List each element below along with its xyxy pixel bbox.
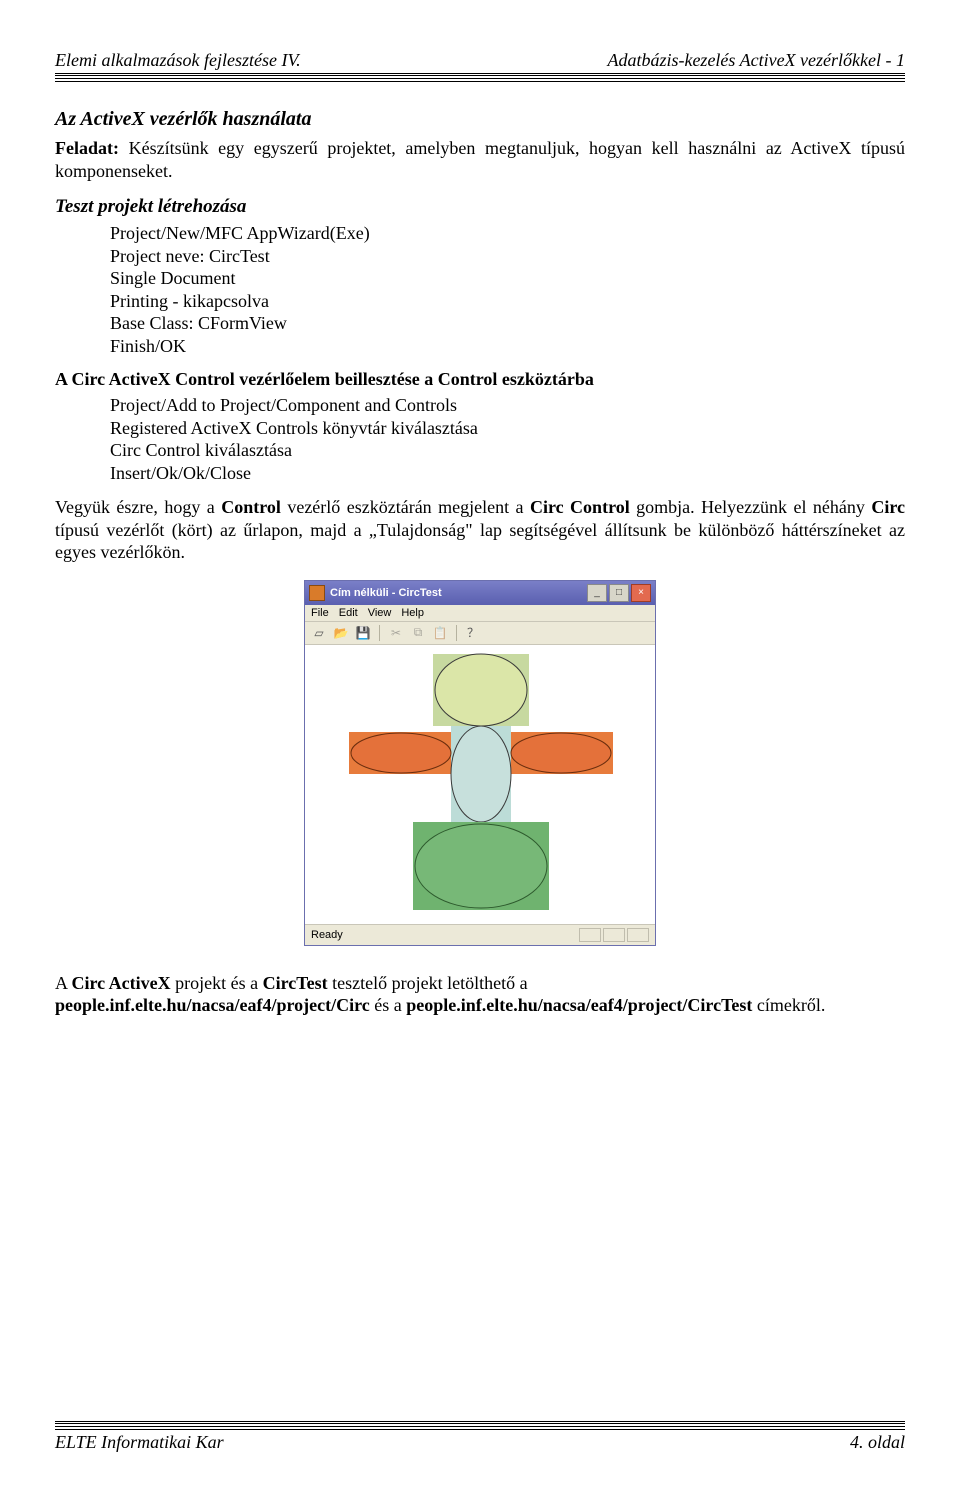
app-icon	[309, 585, 325, 601]
toolbar-separator	[456, 625, 457, 641]
list-item: Project/Add to Project/Component and Con…	[110, 394, 905, 417]
list-item: Finish/OK	[110, 335, 905, 358]
footer-rule	[55, 1421, 905, 1427]
shape-ellipse-left	[351, 733, 451, 773]
save-icon[interactable]: 💾	[355, 625, 371, 641]
p2-f: Circ	[871, 497, 905, 517]
footer: ELTE Informatikai Kar 4. oldal	[55, 1421, 905, 1453]
intro-label: Feladat:	[55, 138, 119, 158]
menubar: File Edit View Help	[305, 605, 655, 622]
shape-ellipse-bottom	[415, 824, 547, 908]
cl-i: címekről.	[752, 995, 825, 1015]
header-rule	[55, 73, 905, 79]
cl-h: people.inf.elte.hu/nacsa/eaf4/project/Ci…	[406, 995, 752, 1015]
toolbar-separator	[379, 625, 380, 641]
toolbar: ▱ 📂 💾 ✂ ⧉ 📋 ？	[305, 622, 655, 645]
cl-f: people.inf.elte.hu/nacsa/eaf4/project/Ci…	[55, 995, 370, 1015]
status-cell	[627, 928, 649, 942]
shape-ellipse-right	[511, 733, 611, 773]
cl-d: CircTest	[263, 973, 328, 993]
p2-b: Control	[221, 497, 281, 517]
p2-c: vezérlő eszköztárán megjelent a	[281, 497, 530, 517]
menu-help[interactable]: Help	[401, 607, 424, 619]
shape-ellipse-top	[435, 654, 527, 726]
status-text: Ready	[311, 929, 343, 941]
menu-view[interactable]: View	[368, 607, 392, 619]
subsection-1-list: Project/New/MFC AppWizard(Exe) Project n…	[110, 222, 905, 357]
cl-a: A	[55, 973, 72, 993]
footer-right: 4. oldal	[850, 1432, 905, 1453]
menu-edit[interactable]: Edit	[339, 607, 358, 619]
p2-g: típusú vezérlőt (kört) az űrlapon, majd …	[55, 520, 905, 563]
titlebar[interactable]: Cím nélküli - CircTest _ □ ×	[305, 581, 655, 605]
cl-b: Circ ActiveX	[72, 973, 171, 993]
subsection-2-list: Project/Add to Project/Component and Con…	[110, 394, 905, 484]
list-item: Printing - kikapcsolva	[110, 290, 905, 313]
list-item: Circ Control kiválasztása	[110, 439, 905, 462]
new-icon[interactable]: ▱	[311, 625, 327, 641]
cl-e: tesztelő projekt letölthető a	[328, 973, 528, 993]
p2-a: Vegyük észre, hogy a	[55, 497, 221, 517]
paragraph-2: Vegyük észre, hogy a Control vezérlő esz…	[55, 496, 905, 564]
cl-g: és a	[370, 995, 406, 1015]
list-item: Base Class: CFormView	[110, 312, 905, 335]
p2-d: Circ Control	[530, 497, 630, 517]
cl-c: projekt és a	[171, 973, 263, 993]
list-item: Single Document	[110, 267, 905, 290]
list-item: Project neve: CircTest	[110, 245, 905, 268]
status-cell	[603, 928, 625, 942]
shapes-svg	[305, 646, 655, 924]
paste-icon[interactable]: 📋	[432, 625, 448, 641]
menu-file[interactable]: File	[311, 607, 329, 619]
maximize-button[interactable]: □	[609, 584, 629, 602]
minimize-button[interactable]: _	[587, 584, 607, 602]
section-title: Az ActiveX vezérlők használata	[55, 108, 905, 131]
open-icon[interactable]: 📂	[333, 625, 349, 641]
header-rule-2	[55, 81, 905, 82]
list-item: Registered ActiveX Controls könyvtár kiv…	[110, 417, 905, 440]
status-cells	[579, 928, 649, 942]
intro-text: Készítsünk egy egyszerű projektet, amely…	[55, 138, 905, 181]
shape-ellipse-mid	[451, 726, 511, 822]
list-item: Insert/Ok/Ok/Close	[110, 462, 905, 485]
list-item: Project/New/MFC AppWizard(Exe)	[110, 222, 905, 245]
header-right: Adatbázis-kezelés ActiveX vezérlőkkel - …	[607, 50, 905, 71]
footer-rule-2	[55, 1429, 905, 1430]
statusbar: Ready	[305, 924, 655, 945]
help-icon[interactable]: ？	[465, 625, 481, 641]
window-title: Cím nélküli - CircTest	[330, 587, 585, 599]
status-cell	[579, 928, 601, 942]
cut-icon[interactable]: ✂	[388, 625, 404, 641]
p2-e: gombja. Helyezzünk el néhány	[630, 497, 872, 517]
subsection-1-title: Teszt projekt létrehozása	[55, 196, 905, 218]
subsection-2-title: A Circ ActiveX Control vezérlőelem beill…	[55, 369, 905, 390]
canvas[interactable]	[305, 645, 655, 924]
intro-paragraph: Feladat: Készítsünk egy egyszerű projekt…	[55, 137, 905, 182]
footer-left: ELTE Informatikai Kar	[55, 1432, 224, 1453]
close-button[interactable]: ×	[631, 584, 651, 602]
app-window: Cím nélküli - CircTest _ □ × File Edit V…	[304, 580, 656, 946]
closing-paragraph: A Circ ActiveX projekt és a CircTest tes…	[55, 972, 905, 1017]
header-left: Elemi alkalmazások fejlesztése IV.	[55, 50, 301, 71]
copy-icon[interactable]: ⧉	[410, 625, 426, 641]
